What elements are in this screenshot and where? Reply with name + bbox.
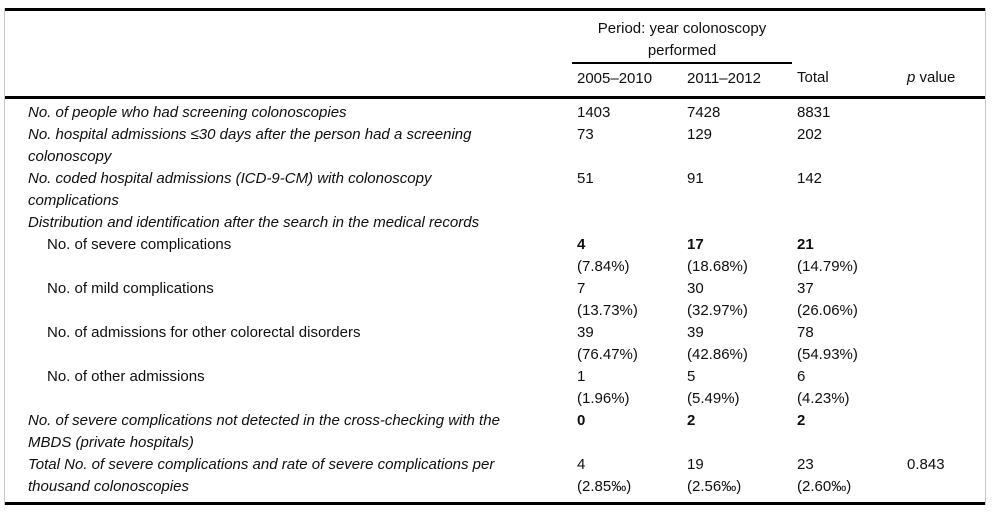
- cell-total: 21 (14.79%): [797, 236, 858, 275]
- cell-p-value: [902, 168, 985, 212]
- cell-2005-2010: 0: [577, 412, 586, 429]
- cell-2011-2012: 7428: [687, 104, 721, 121]
- table-row: No. of admissions for other colorectal d…: [5, 322, 985, 366]
- cell-2011-2012: 129: [687, 126, 713, 143]
- cell-p-value: [902, 322, 985, 366]
- cell-total: [792, 212, 902, 234]
- cell-total: 6 (4.23%): [797, 368, 850, 407]
- p-value-italic-p: p: [907, 69, 916, 86]
- cell-2011-2012: 5 (5.49%): [687, 368, 740, 407]
- cell-2005-2010: 1 (1.96%): [577, 368, 630, 407]
- cell-total: 8831: [797, 104, 831, 121]
- row-label: No. coded hospital admissions (ICD-9-CM)…: [28, 170, 432, 209]
- table-row: No. of severe complications not detected…: [5, 410, 985, 454]
- row-label-section: Distribution and identification after th…: [28, 214, 480, 231]
- period-group-line1: Period: year colonoscopy: [597, 20, 767, 37]
- row-label-indented: No. of other admissions: [47, 368, 205, 385]
- table-row: No. of mild complications 7 (13.73%) 30 …: [5, 278, 985, 322]
- row-label-indented: No. of mild complications: [47, 280, 214, 297]
- table-row: No. of people who had screening colonosc…: [5, 98, 985, 125]
- cell-2005-2010: 7 (13.73%): [577, 280, 638, 319]
- table-header: Period: year colonoscopy performed 2005–…: [5, 9, 985, 98]
- cell-2005-2010: 39 (76.47%): [577, 324, 638, 363]
- cell-2005-2010: 73: [577, 126, 594, 143]
- cell-2011-2012: 39 (42.86%): [687, 324, 748, 363]
- header-empty-cell: [5, 63, 572, 98]
- cell-p-value: 0.843: [907, 456, 945, 473]
- table-row: No. hospital admissions ≤30 days after t…: [5, 124, 985, 168]
- header-group-row: Period: year colonoscopy performed: [5, 9, 985, 64]
- column-header-p-value: p value: [902, 63, 985, 98]
- cell-p-value: [902, 98, 985, 125]
- header-empty-cell: [792, 10, 902, 64]
- column-header-2011-2012: 2011–2012: [687, 70, 761, 87]
- table-row: No. of severe complications 4 (7.84%) 17…: [5, 234, 985, 278]
- row-label: No. hospital admissions ≤30 days after t…: [28, 126, 472, 165]
- table-row: No. coded hospital admissions (ICD-9-CM)…: [5, 168, 985, 212]
- row-label: No. of severe complications not detected…: [28, 412, 500, 451]
- cell-p-value: [902, 410, 985, 454]
- p-value-rest: value: [915, 69, 956, 86]
- table-row: Total No. of severe complications and ra…: [5, 454, 985, 504]
- row-label: Total No. of severe complications and ra…: [28, 456, 495, 495]
- cell-total: 23 (2.60‰): [797, 456, 852, 495]
- row-label-indented: No. of admissions for other colorectal d…: [47, 324, 361, 341]
- cell-2005-2010: 1403: [577, 104, 611, 121]
- cell-2011-2012: 2: [687, 412, 696, 429]
- header-empty-cell: [5, 10, 572, 64]
- table-row: Distribution and identification after th…: [5, 212, 985, 234]
- row-label: No. of people who had screening colonosc…: [28, 104, 347, 121]
- cell-p-value: [902, 212, 985, 234]
- cell-2005-2010: [572, 212, 682, 234]
- cell-2011-2012: 19 (2.56‰): [687, 456, 742, 495]
- cell-2011-2012: 91: [687, 170, 704, 187]
- cell-2005-2010: 4 (7.84%): [577, 236, 630, 275]
- cell-total: 142: [797, 170, 823, 187]
- cell-2005-2010: 51: [577, 170, 594, 187]
- cell-p-value: [902, 278, 985, 322]
- cell-total: 78 (54.93%): [797, 324, 858, 363]
- header-empty-cell: [902, 10, 985, 64]
- period-group-header: Period: year colonoscopy performed: [572, 9, 792, 64]
- cell-2011-2012: 30 (32.97%): [687, 280, 748, 319]
- cell-2011-2012: [682, 212, 792, 234]
- cell-p-value: [902, 366, 985, 410]
- column-header-total: Total: [797, 69, 829, 86]
- column-header-row: 2005–2010 2011–2012 Total p value: [5, 63, 985, 98]
- cell-total: 37 (26.06%): [797, 280, 858, 319]
- cell-total: 202: [797, 126, 823, 143]
- period-group-line2: performed: [647, 42, 717, 59]
- table-frame: Period: year colonoscopy performed 2005–…: [4, 8, 986, 505]
- cell-total: 2: [797, 412, 806, 429]
- cell-p-value: [902, 234, 985, 278]
- column-header-2005-2010: 2005–2010: [577, 70, 653, 87]
- cell-p-value: [902, 124, 985, 168]
- table-row: No. of other admissions 1 (1.96%) 5 (5.4…: [5, 366, 985, 410]
- table-body: No. of people who had screening colonosc…: [5, 98, 985, 504]
- complications-table: Period: year colonoscopy performed 2005–…: [5, 8, 985, 505]
- cell-2011-2012: 17 (18.68%): [687, 236, 748, 275]
- row-label-indented: No. of severe complications: [47, 236, 232, 253]
- cell-2005-2010: 4 (2.85‰): [577, 456, 632, 495]
